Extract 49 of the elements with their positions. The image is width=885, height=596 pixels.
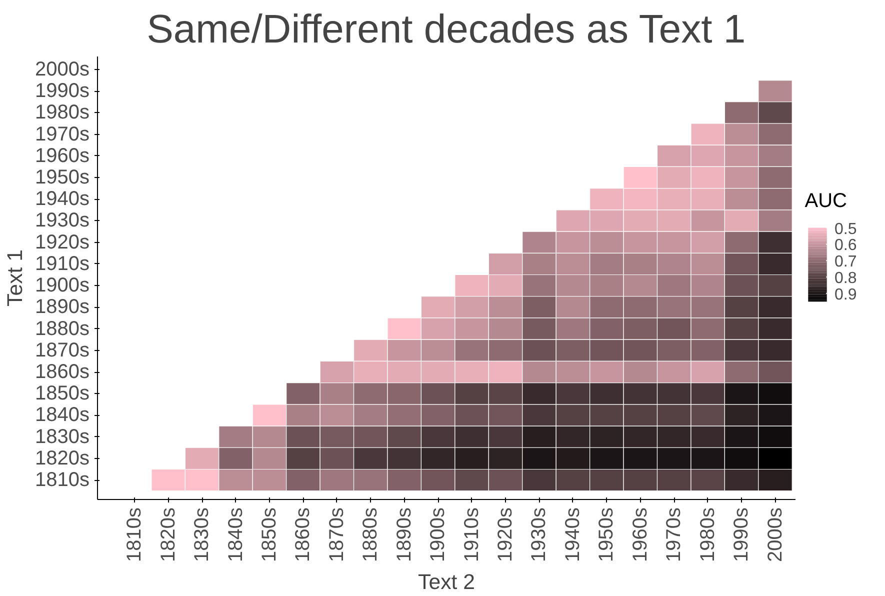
x-tick-label: 1830s	[191, 507, 214, 562]
color-bar-label: 0.6	[834, 237, 857, 254]
x-tick-label: 1910s	[460, 507, 483, 562]
x-tick-label: 1990s	[730, 507, 753, 562]
x-tick-label: 1980s	[696, 507, 719, 562]
y-tick-label: 1950s	[35, 166, 90, 189]
y-tick-label: 1830s	[35, 426, 90, 448]
color-bar-label: 0.7	[834, 254, 857, 271]
y-tick-label: 1890s	[35, 296, 90, 318]
color-bar-label: 0.5	[834, 220, 857, 238]
x-tick-label: 1950s	[596, 507, 618, 562]
y-tick-label: 1960s	[35, 144, 90, 167]
y-tick-label: 1970s	[35, 123, 90, 146]
y-tick-label: 1930s	[35, 210, 90, 232]
color-bar-label: 0.8	[834, 270, 857, 288]
x-tick-label: 1820s	[157, 507, 180, 562]
x-tick-label: 1850s	[258, 507, 280, 562]
y-tick-label: 1850s	[35, 382, 90, 405]
x-tick-label: 1920s	[494, 507, 517, 562]
y-tick-label: 1810s	[35, 469, 90, 492]
y-tick-label: 1990s	[35, 80, 90, 102]
y-tick-label: 1860s	[35, 361, 90, 383]
y-tick-label: 1940s	[35, 188, 90, 210]
y-tick-label: 1880s	[35, 318, 90, 340]
x-tick-label: 1810s	[124, 507, 146, 562]
y-tick-label: 1820s	[35, 447, 90, 470]
x-axis-title: Text 2	[418, 570, 475, 594]
x-tick-label: 1870s	[326, 507, 348, 562]
x-tick-label: 1880s	[360, 507, 382, 562]
x-tick-label: 1930s	[528, 507, 550, 562]
y-tick-label: 1840s	[35, 404, 90, 426]
x-tick-label: 1970s	[663, 507, 686, 562]
chart-title: Same/Different decades as Text 1	[146, 8, 746, 52]
y-tick-label: 1910s	[35, 252, 90, 275]
x-tick-label: 1860s	[292, 507, 314, 562]
y-tick-label: 2000s	[35, 58, 90, 80]
x-tick-label: 2000s	[764, 507, 786, 562]
color-bar-title: AUC	[804, 190, 847, 212]
x-tick-label: 1840s	[224, 507, 247, 562]
color-bar-label: 0.9	[834, 286, 857, 304]
y-tick-label: 1980s	[35, 102, 90, 124]
x-tick-label: 1890s	[393, 507, 416, 562]
x-tick-label: 1900s	[427, 507, 450, 562]
y-tick-label: 1870s	[35, 339, 90, 362]
x-tick-label: 1940s	[562, 507, 584, 562]
y-axis-title: Text 1	[3, 250, 28, 306]
x-tick-label: 1960s	[629, 507, 652, 562]
y-tick-label: 1920s	[35, 231, 90, 254]
y-tick-label: 1900s	[35, 274, 90, 297]
